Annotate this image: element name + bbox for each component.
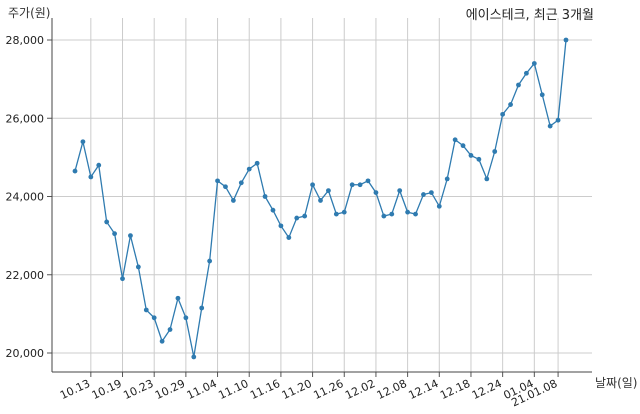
data-point: [104, 219, 110, 225]
data-point: [223, 184, 228, 190]
x-tick-label: 21.01.08: [509, 377, 559, 409]
x-tick-label: 10.29: [153, 377, 187, 402]
data-point: [183, 315, 189, 321]
data-point: [199, 305, 205, 311]
data-point: [516, 82, 521, 88]
data-point: [539, 92, 545, 98]
chart-title: 에이스테크, 최근 3개월: [465, 8, 594, 23]
data-point: [389, 211, 395, 217]
vertical-gridlines: [90, 18, 559, 377]
axes: [51, 18, 592, 373]
data-point: [468, 153, 474, 158]
x-tick-label: 11.26: [311, 377, 345, 402]
data-point: [80, 139, 86, 145]
data-point: [365, 178, 371, 184]
data-point: [326, 188, 331, 194]
y-tick-label: 22,000: [6, 269, 45, 282]
horizontal-gridlines: [47, 39, 592, 354]
data-point: [341, 209, 347, 215]
y-tick-label: 20,000: [6, 347, 45, 360]
data-point: [207, 258, 213, 264]
data-point: [555, 117, 561, 123]
y-axis-title: 주가(원): [8, 6, 51, 20]
data-point: [318, 198, 323, 203]
x-tick-label: 10.19: [90, 377, 124, 402]
data-point: [484, 176, 490, 182]
y-tick-label: 24,000: [6, 191, 45, 204]
data-point: [444, 176, 450, 182]
data-point: [286, 235, 292, 240]
series-group: [72, 37, 569, 360]
x-tick-label: 11.04: [185, 377, 219, 402]
data-point: [428, 190, 434, 195]
data-point: [460, 143, 466, 149]
data-point: [96, 162, 102, 168]
data-point: [294, 215, 300, 221]
data-point: [254, 160, 260, 166]
data-point: [381, 213, 387, 219]
data-point: [500, 111, 506, 117]
data-point: [135, 264, 141, 270]
data-point: [531, 61, 537, 66]
data-point: [508, 102, 513, 107]
data-point: [452, 137, 458, 143]
data-point: [270, 207, 276, 213]
data-point: [159, 338, 165, 344]
y-tick-label: 28,000: [6, 34, 45, 47]
x-tick-labels: 10.1310.1910.2310.2911.0411.1011.1611.20…: [58, 377, 559, 409]
data-point: [413, 211, 418, 217]
data-point: [357, 182, 363, 188]
data-point: [547, 123, 553, 129]
data-point: [476, 156, 482, 162]
data-point: [262, 194, 268, 199]
x-tick-label: 10.23: [121, 377, 155, 402]
data-point: [175, 295, 181, 301]
data-point: [215, 178, 220, 184]
x-tick-label: 12.24: [470, 377, 504, 402]
x-axis-title: 날짜(일): [595, 376, 638, 390]
data-point: [72, 168, 78, 174]
data-point: [333, 211, 339, 217]
x-tick-label: 11.10: [216, 377, 250, 402]
data-point: [373, 190, 379, 195]
x-tick-label: 12.02: [343, 377, 377, 402]
data-point: [524, 70, 529, 76]
data-point: [191, 354, 197, 360]
data-point: [349, 182, 355, 188]
data-point: [436, 203, 442, 209]
data-point: [128, 233, 133, 239]
y-tick-labels: 20,000 22,000 24,000 26,000 28,000: [6, 34, 45, 360]
x-tick-label: 11.16: [248, 377, 282, 402]
data-point: [421, 192, 426, 197]
data-point: [492, 149, 498, 154]
data-point: [151, 315, 157, 321]
data-point: [246, 166, 252, 172]
data-point: [278, 223, 284, 229]
x-tick-label: 12.18: [438, 377, 472, 402]
data-point: [397, 188, 403, 194]
data-point: [112, 231, 117, 237]
data-point: [230, 198, 236, 203]
data-point: [120, 276, 125, 282]
y-tick-label: 26,000: [6, 112, 45, 125]
data-point: [302, 213, 308, 219]
x-tick-label: 10.13: [58, 377, 92, 402]
data-point: [88, 174, 94, 180]
data-point: [167, 327, 173, 332]
data-point: [310, 182, 315, 188]
data-point: [405, 209, 411, 215]
x-tick-label: 12.08: [375, 377, 409, 402]
x-tick-label: 11.20: [280, 377, 314, 402]
x-tick-label: 12.14: [407, 377, 441, 402]
data-point: [143, 307, 149, 313]
data-point: [563, 37, 569, 43]
data-point: [238, 180, 244, 186]
